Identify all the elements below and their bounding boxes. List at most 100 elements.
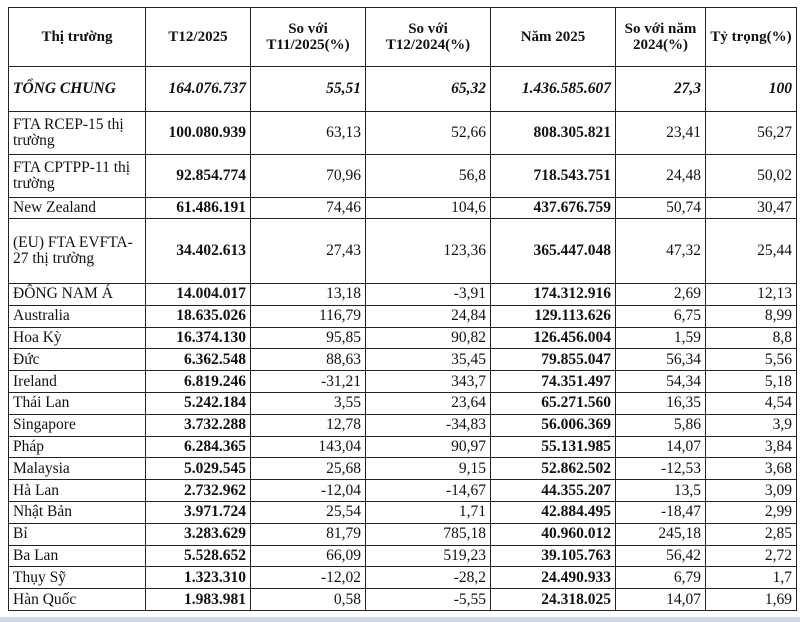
market-name: Nhật Bản: [8, 500, 146, 524]
total-year-2025: 1.436.585.607: [490, 66, 616, 112]
t12-2025-value: 3.283.629: [145, 522, 251, 546]
share-pct: 2,72: [705, 544, 797, 568]
table-row: Ireland 6.819.246 -31,21 343,7 74.351.497 54,…: [8, 370, 797, 393]
vs-2024-pct: 14,07: [615, 588, 706, 611]
year-2025-value: 74.351.497: [490, 370, 616, 393]
vs-t11-pct: -12,02: [250, 566, 366, 590]
year-2025-value: 129.113.626: [490, 304, 616, 328]
table-row: Pháp 6.284.365 143,04 90,97 55.131.985 14,07 3…: [8, 435, 797, 459]
t12-2025-value: 61.486.191: [145, 197, 251, 219]
vs-2024-pct: 56,34: [615, 348, 706, 372]
table-row: Nhật Bản 3.971.724 25,54 1,71 42.884.495 -18,…: [8, 500, 797, 524]
table-row: ĐÔNG NAM Á 14.004.017 13,18 -3,91 174.312.91…: [8, 283, 797, 306]
vs-t12-2024-pct: 785,18: [365, 522, 491, 546]
vs-t12-2024-pct: 9,15: [365, 457, 491, 481]
market-name: Ireland: [8, 370, 146, 393]
t12-2025-value: 6.362.548: [145, 348, 251, 372]
market-name: Bỉ: [8, 522, 146, 546]
vs-t11-pct: 0,58: [250, 588, 366, 611]
share-pct: 50,02: [705, 154, 797, 198]
total-vs-t12-2024: 65,32: [365, 66, 491, 112]
share-pct: 3,68: [705, 457, 797, 481]
year-2025-value: 79.855.047: [490, 348, 616, 372]
t12-2025-value: 34.402.613: [145, 218, 251, 284]
vs-2024-pct: 50,74: [615, 197, 706, 219]
share-pct: 5,18: [705, 370, 797, 393]
vs-t12-2024-pct: 104,6: [365, 197, 491, 219]
t12-2025-value: 1.323.310: [145, 566, 251, 590]
vs-t12-2024-pct: 343,7: [365, 370, 491, 393]
table-row: Hà Lan 2.732.962 -12,04 -14,67 44.355.207 13,…: [8, 479, 797, 502]
vs-t11-pct: 88,63: [250, 348, 366, 372]
share-pct: 1,69: [705, 588, 797, 611]
table-row: FTA CPTPP-11 thị trường 92.854.774 70,96 56…: [8, 154, 797, 198]
year-2025-value: 808.305.821: [490, 111, 616, 155]
header-market: Thị trường: [8, 7, 146, 67]
total-share: 100: [705, 66, 797, 112]
t12-2025-value: 14.004.017: [145, 283, 251, 306]
year-2025-value: 718.543.751: [490, 154, 616, 198]
vs-t11-pct: 63,13: [250, 111, 366, 155]
share-pct: 56,27: [705, 111, 797, 155]
market-table: Thị trường T12/2025 So với T11/2025(%) S…: [8, 7, 797, 611]
market-name: Malaysia: [8, 457, 146, 481]
vs-2024-pct: 13,5: [615, 479, 706, 502]
year-2025-value: 65.271.560: [490, 391, 616, 415]
vs-t11-pct: 74,46: [250, 197, 366, 219]
share-pct: 1,7: [705, 566, 797, 590]
market-name: Pháp: [8, 435, 146, 459]
vs-t11-pct: 25,54: [250, 500, 366, 524]
share-pct: 2,85: [705, 522, 797, 546]
vs-2024-pct: 1,59: [615, 326, 706, 350]
year-2025-value: 42.884.495: [490, 500, 616, 524]
share-pct: 5,56: [705, 348, 797, 372]
table-row: (EU) FTA EVFTA-27 thị trường 34.402.613 27…: [8, 218, 797, 284]
market-name: Singapore: [8, 413, 146, 437]
table-row: Singapore 3.732.288 12,78 -34,83 56.006.369 5…: [8, 413, 797, 437]
vs-2024-pct: 245,18: [615, 522, 706, 546]
t12-2025-value: 6.284.365: [145, 435, 251, 459]
header-year-2025: Năm 2025: [490, 7, 616, 67]
total-label: TỔNG CHUNG: [8, 66, 146, 112]
total-vs-2024: 27,3: [615, 66, 706, 112]
t12-2025-value: 3.971.724: [145, 500, 251, 524]
vs-2024-pct: 14,07: [615, 435, 706, 459]
vs-t12-2024-pct: 24,84: [365, 304, 491, 328]
market-name: Thụy Sỹ: [8, 566, 146, 590]
market-name: Thái Lan: [8, 391, 146, 415]
t12-2025-value: 92.854.774: [145, 154, 251, 198]
share-pct: 30,47: [705, 197, 797, 219]
market-name: Hoa Kỳ: [8, 326, 146, 350]
market-name: Hà Lan: [8, 479, 146, 502]
table-row: Australia 18.635.026 116,79 24,84 129.113.62…: [8, 304, 797, 328]
vs-2024-pct: 6,79: [615, 566, 706, 590]
year-2025-value: 24.490.933: [490, 566, 616, 590]
t12-2025-value: 18.635.026: [145, 304, 251, 328]
share-pct: 3,84: [705, 435, 797, 459]
header-vs-2024: So với năm 2024(%): [615, 7, 706, 67]
vs-2024-pct: -12,53: [615, 457, 706, 481]
header-row: Thị trường T12/2025 So với T11/2025(%) S…: [8, 7, 797, 67]
share-pct: 2,99: [705, 500, 797, 524]
vs-t11-pct: 116,79: [250, 304, 366, 328]
vs-t12-2024-pct: 123,36: [365, 218, 491, 284]
year-2025-value: 174.312.916: [490, 283, 616, 306]
vs-t11-pct: 25,68: [250, 457, 366, 481]
window-bottom-edge: [0, 617, 800, 622]
header-vs-t11: So với T11/2025(%): [250, 7, 366, 67]
share-pct: 3,9: [705, 413, 797, 437]
table-row: Bỉ 3.283.629 81,79 785,18 40.960.012 245,18 2,…: [8, 522, 797, 546]
share-pct: 3,09: [705, 479, 797, 502]
table-row: Hàn Quốc 1.983.981 0,58 -5,55 24.318.025 14,0…: [8, 588, 797, 611]
t12-2025-value: 16.374.130: [145, 326, 251, 350]
share-pct: 4,54: [705, 391, 797, 415]
vs-t12-2024-pct: -3,91: [365, 283, 491, 306]
vs-2024-pct: 6,75: [615, 304, 706, 328]
t12-2025-value: 6.819.246: [145, 370, 251, 393]
share-pct: 12,13: [705, 283, 797, 306]
vs-2024-pct: 23,41: [615, 111, 706, 155]
vs-t12-2024-pct: 23,64: [365, 391, 491, 415]
vs-t12-2024-pct: -34,83: [365, 413, 491, 437]
table-row: Hoa Kỳ 16.374.130 95,85 90,82 126.456.004 1,5…: [8, 326, 797, 350]
vs-2024-pct: -18,47: [615, 500, 706, 524]
